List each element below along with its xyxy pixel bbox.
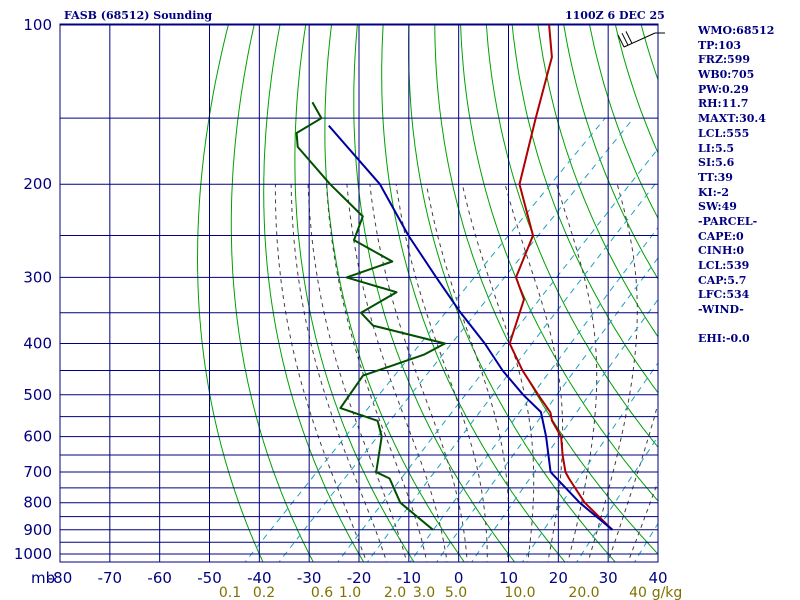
pressure-tick-label: 600 bbox=[23, 428, 52, 446]
moist-adiabat-line bbox=[307, 184, 408, 562]
index-item bbox=[698, 318, 774, 333]
dry-adiabat-line bbox=[537, 24, 658, 338]
index-item: RH:11.7 bbox=[698, 97, 749, 111]
dry-adiabat-line bbox=[460, 24, 658, 502]
dry-adiabat-line bbox=[563, 24, 658, 280]
temperature-tick-label: -70 bbox=[98, 569, 123, 587]
wind-barb-flag bbox=[625, 31, 633, 44]
pressure-tick-label: 700 bbox=[23, 463, 52, 481]
mixing-ratio-label: 10.0 bbox=[504, 585, 535, 600]
temperature-tick-label: -40 bbox=[247, 569, 272, 587]
mixing-ratio-label: 0.6 bbox=[311, 585, 333, 600]
stability-indices-list: WMO:68512 TP:103 FRZ:599 WB0:705 PW:0.29 RH:1… bbox=[698, 24, 774, 347]
moist-adiabat-line bbox=[290, 184, 388, 562]
pressure-tick-label: 900 bbox=[23, 521, 52, 539]
index-item: WB0:705 bbox=[698, 68, 755, 82]
temperature-tick-label: 40 bbox=[648, 569, 667, 587]
pressure-tick-label: 100 bbox=[23, 16, 52, 34]
index-item: LCL:539 bbox=[698, 259, 750, 272]
pressure-tick-label: 500 bbox=[23, 386, 52, 404]
temperature-tick-label: 20 bbox=[549, 569, 568, 587]
mixing-ratio-label: g/kg bbox=[652, 585, 683, 600]
temperature-tick-label: -60 bbox=[147, 569, 172, 587]
moist-adiabat-line bbox=[556, 184, 598, 562]
index-item: LCL:555 bbox=[698, 126, 750, 140]
plot-frame bbox=[59, 23, 659, 563]
index-item: CAPE:0 bbox=[698, 229, 744, 243]
pressure-tick-label: 200 bbox=[23, 175, 52, 193]
index-item: LFC:534 bbox=[698, 288, 750, 302]
index-item: MAXT:30.4 bbox=[698, 112, 766, 126]
moist-adiabat-line bbox=[504, 184, 564, 562]
moist-adiabat-line bbox=[461, 184, 535, 562]
pressure-tick-label: 400 bbox=[23, 334, 52, 352]
temperature-tick-label: 30 bbox=[599, 569, 618, 587]
index-item: LI:5.5 bbox=[698, 141, 735, 155]
index-item: KI:-2 bbox=[698, 185, 729, 199]
sounding-time: 1100Z 6 DEC 25 bbox=[565, 9, 665, 22]
index-item: TT:39 bbox=[698, 170, 733, 184]
temperature-tick-label: -50 bbox=[197, 569, 222, 587]
index-item: CAP:5.7 bbox=[698, 273, 747, 287]
temperature-trace bbox=[508, 24, 614, 531]
station-title: FASB (68512) Sounding bbox=[64, 9, 213, 22]
temperature-tick-label: -10 bbox=[397, 569, 422, 587]
dry-adiabat-line bbox=[353, 24, 516, 562]
mixing-ratio-label: 20.0 bbox=[568, 585, 599, 600]
index-item: SI:5.6 bbox=[698, 156, 735, 170]
temperature-tick-label: -80 bbox=[48, 569, 73, 587]
mixing-ratio-label: 3.0 bbox=[413, 585, 435, 600]
temperature-tick-label: 10 bbox=[499, 569, 518, 587]
dewpoint-trace bbox=[295, 101, 446, 531]
index-item: SW:49 bbox=[698, 200, 737, 214]
moist-adiabat-line bbox=[369, 184, 468, 562]
index-item: -WIND- bbox=[698, 303, 744, 317]
wind-barb-staff bbox=[623, 32, 656, 48]
mixing-ratio-label: 1.0 bbox=[339, 585, 361, 600]
pressure-tick-label: 800 bbox=[23, 494, 52, 512]
moist-adiabat-line bbox=[326, 184, 428, 562]
mixing-ratio-label: 2.0 bbox=[384, 585, 406, 600]
dry-adiabat-line bbox=[230, 24, 314, 562]
temperature-tick-label: -20 bbox=[347, 569, 372, 587]
parcel-trace bbox=[328, 125, 614, 531]
temperature-tick-label: -30 bbox=[297, 569, 322, 587]
index-item: CINH:0 bbox=[698, 244, 745, 258]
wind-barb-flag bbox=[617, 34, 625, 48]
temperature-tick-label: 0 bbox=[454, 569, 464, 587]
dry-adiabat-line bbox=[408, 24, 616, 562]
dry-adiabat-line bbox=[263, 24, 365, 562]
dry-adiabat-line bbox=[434, 24, 658, 555]
moist-adiabat-line bbox=[587, 184, 638, 562]
mixing-ratio-label: 40 bbox=[629, 585, 647, 600]
mixing-ratio-label: 0.2 bbox=[253, 585, 275, 600]
mixing-ratio-label: 5.0 bbox=[445, 585, 467, 600]
moist-adiabat-line bbox=[274, 184, 368, 562]
dry-adiabat-line bbox=[511, 24, 658, 394]
pressure-unit-label: mb bbox=[31, 569, 55, 587]
mixing-ratio-label: 0.1 bbox=[219, 585, 241, 600]
moist-adiabat-line bbox=[346, 184, 448, 562]
dry-adiabat-line bbox=[381, 24, 566, 562]
pressure-tick-label: 1000 bbox=[14, 545, 52, 563]
index-item: FRZ:599 bbox=[698, 53, 751, 67]
index-item: TP:103 bbox=[698, 38, 742, 52]
dry-adiabat-line bbox=[791, 13, 800, 565]
index-item: PW:0.29 bbox=[698, 82, 749, 96]
pressure-tick-label: 300 bbox=[23, 268, 52, 286]
index-item: EHI:-0.0 bbox=[698, 332, 750, 346]
dry-adiabat-line bbox=[197, 24, 264, 562]
index-item: -PARCEL- bbox=[698, 214, 758, 228]
moist-adiabat-line bbox=[627, 480, 658, 562]
mixing-ratio-line bbox=[244, 117, 606, 562]
index-item: WMO:68512 bbox=[698, 24, 775, 37]
moist-adiabat-line bbox=[395, 184, 488, 562]
wind-barb-flag bbox=[621, 32, 629, 46]
dry-adiabat-line bbox=[485, 24, 658, 449]
moist-adiabat-line bbox=[607, 402, 658, 562]
